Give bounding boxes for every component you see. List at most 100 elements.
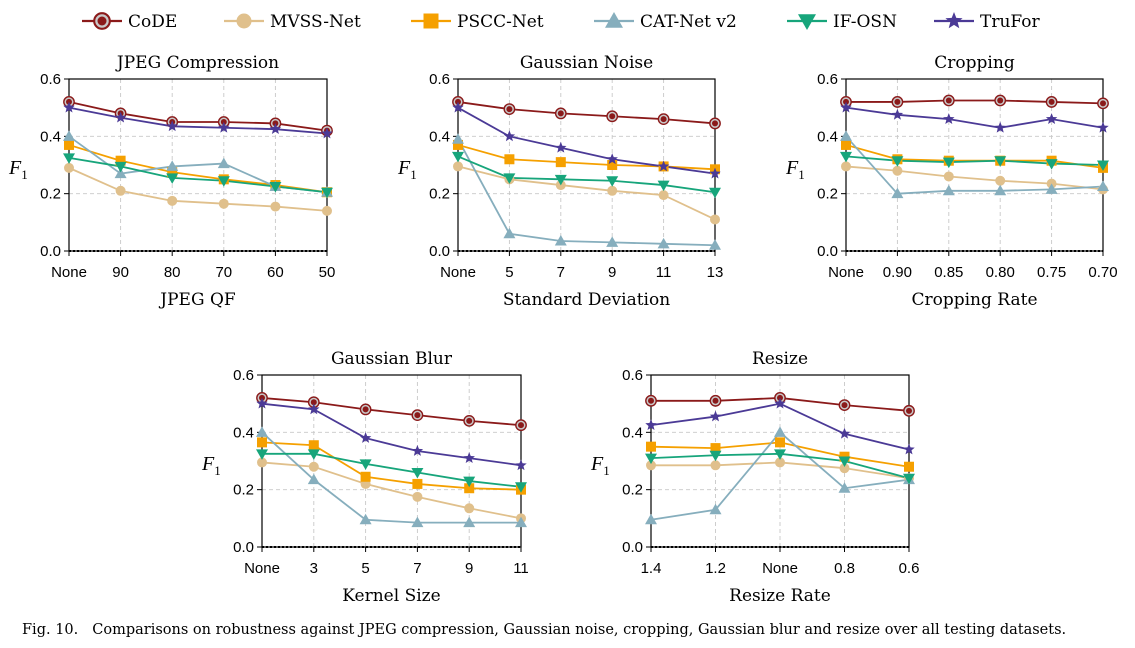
data-point-cat-net-v2 [840,130,852,141]
data-point-if-osn [411,467,424,479]
legend: CoDE MVSS-Net PSCC-Net CAT-Net v2 IF-OSN TruF… [82,12,1041,32]
data-point-cat-net-v2 [554,234,567,246]
data-point-cat-net-v2 [709,503,722,515]
data-point-cat-net-v2 [645,513,657,525]
y-tick-label: 0.0 [233,539,254,556]
legend-label-pscc-net: PSCC-Net [457,12,544,32]
data-point-code [515,419,527,432]
data-point-code [606,110,619,123]
data-point-mvss-net [167,195,178,206]
data-point-trufor [943,113,955,124]
legend-marker-mvss-net [236,13,252,29]
series-line-trufor [457,106,716,175]
y-axis-title: F1 [590,453,610,478]
data-point-if-osn [63,153,75,164]
legend-marker-code [93,12,111,30]
data-point-mvss-net [270,201,281,212]
data-point-cat-net-v2 [256,426,268,437]
data-point-pscc-net [904,461,914,472]
chart-title: Gaussian Noise [520,53,653,73]
data-point-trufor [463,452,475,463]
data-point-trufor [709,167,721,179]
y-tick-label: 0.2 [622,482,643,499]
x-tick-label: 0.85 [934,264,963,281]
x-tick-label: 0.70 [1088,264,1117,281]
data-point-trufor [114,111,127,123]
series-line-cat-net-v2 [457,138,716,247]
data-point-mvss-net [775,457,785,468]
data-point-if-osn [606,176,619,187]
data-point-if-osn [114,161,127,173]
data-point-cat-net-v2 [657,237,670,249]
x-tick-label: 50 [319,264,336,281]
data-point-pscc-net [64,139,74,150]
y-tick-label: 0.2 [40,186,61,203]
data-point-trufor [657,160,670,172]
data-point-mvss-net [308,461,319,472]
data-point-code [838,399,851,411]
data-point-code [645,394,657,407]
data-point-cat-net-v2 [503,227,516,239]
x-tick-label: 0.80 [986,264,1015,281]
y-axis-title: F1 [201,453,221,478]
x-tick-label: None [51,264,87,281]
data-point-pscc-net [453,139,463,150]
data-point-cat-net-v2 [515,516,527,528]
figure-caption: Fig. 10. Comparisons on robustness agains… [22,622,1066,638]
data-point-pscc-net [646,441,656,452]
data-point-trufor [321,127,333,139]
data-point-trufor [359,432,372,443]
data-point-cat-net-v2 [774,426,786,437]
data-point-cat-net-v2 [1045,183,1058,194]
data-point-mvss-net [658,190,669,201]
legend-item-trufor: TruFor [934,12,1041,32]
data-point-trufor [774,397,786,409]
series-line-cat-net-v2 [845,135,1104,195]
chart-title: Gaussian Blur [331,349,453,369]
series-line-code [457,101,716,125]
data-point-trufor [503,130,516,142]
y-tick-label: 0.2 [429,186,450,203]
data-point-trufor [411,444,424,456]
data-point-cat-net-v2 [411,516,424,528]
data-point-pscc-net [412,478,423,489]
x-tick-label: 11 [656,264,672,281]
series-line-if-osn [457,155,716,194]
data-point-if-osn [1097,160,1109,171]
data-point-mvss-net [892,165,903,176]
data-point-if-osn [452,151,464,163]
y-tick-label: 0.2 [233,482,254,499]
data-point-code [903,404,915,417]
data-point-pscc-net [504,154,515,165]
x-tick-label: 7 [557,264,565,281]
data-point-trufor [1045,113,1058,124]
series-line-if-osn [845,155,1104,166]
data-point-trufor [891,108,904,120]
y-tick-label: 0.6 [40,71,61,88]
plot-frame [457,78,716,252]
data-point-mvss-net [841,161,851,172]
data-point-code [554,107,567,120]
data-point-mvss-net [646,460,656,471]
chart-title: JPEG Compression [115,53,279,73]
data-point-if-osn [903,473,915,485]
series-line-pscc-net [261,441,522,491]
plot-frame [845,78,1104,252]
data-point-trufor [308,403,320,415]
data-point-if-osn [503,173,516,184]
data-point-mvss-net [710,460,721,471]
data-point-code [463,414,476,427]
data-point-code [709,117,721,130]
y-tick-label: 0.6 [429,71,450,88]
y-tick-label: 0.4 [622,424,643,441]
data-point-mvss-net [257,457,267,468]
data-point-mvss-net [453,161,463,172]
data-point-if-osn [463,476,476,488]
data-point-mvss-net [943,171,954,182]
data-point-cat-net-v2 [838,482,851,493]
x-tick-label: 3 [310,560,318,577]
legend-marker-trufor [945,12,963,29]
data-point-pscc-net [167,167,178,178]
data-point-if-osn [645,453,657,465]
y-tick-label: 0.6 [817,71,838,88]
